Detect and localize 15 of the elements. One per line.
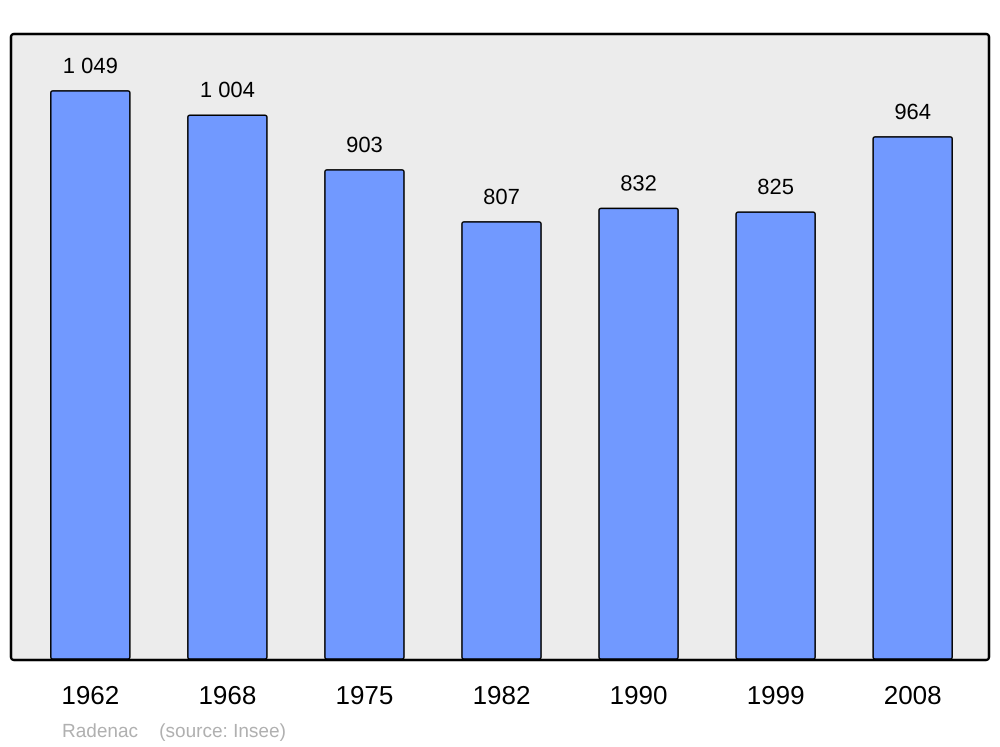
text: Radenac (source: Insee) (62, 721, 286, 742)
x-tick-label: 1990 (610, 680, 668, 710)
data-label: 825 (757, 174, 794, 200)
data-label: 903 (346, 132, 383, 157)
data-label: 807 (483, 184, 520, 209)
x-tick-label: 1962 (61, 680, 120, 710)
x-tick-label: 1999 (746, 680, 805, 710)
data-label: 1 049 (62, 52, 118, 78)
data-label: 1 004 (200, 77, 255, 102)
x-tick-label: 1968 (198, 680, 256, 710)
data-label: 964 (894, 98, 932, 124)
data-label: 832 (620, 170, 657, 196)
x-tick-label: 2008 (884, 680, 942, 710)
x-tick-label: 1975 (336, 680, 394, 710)
x-tick-label: 1982 (472, 680, 530, 710)
